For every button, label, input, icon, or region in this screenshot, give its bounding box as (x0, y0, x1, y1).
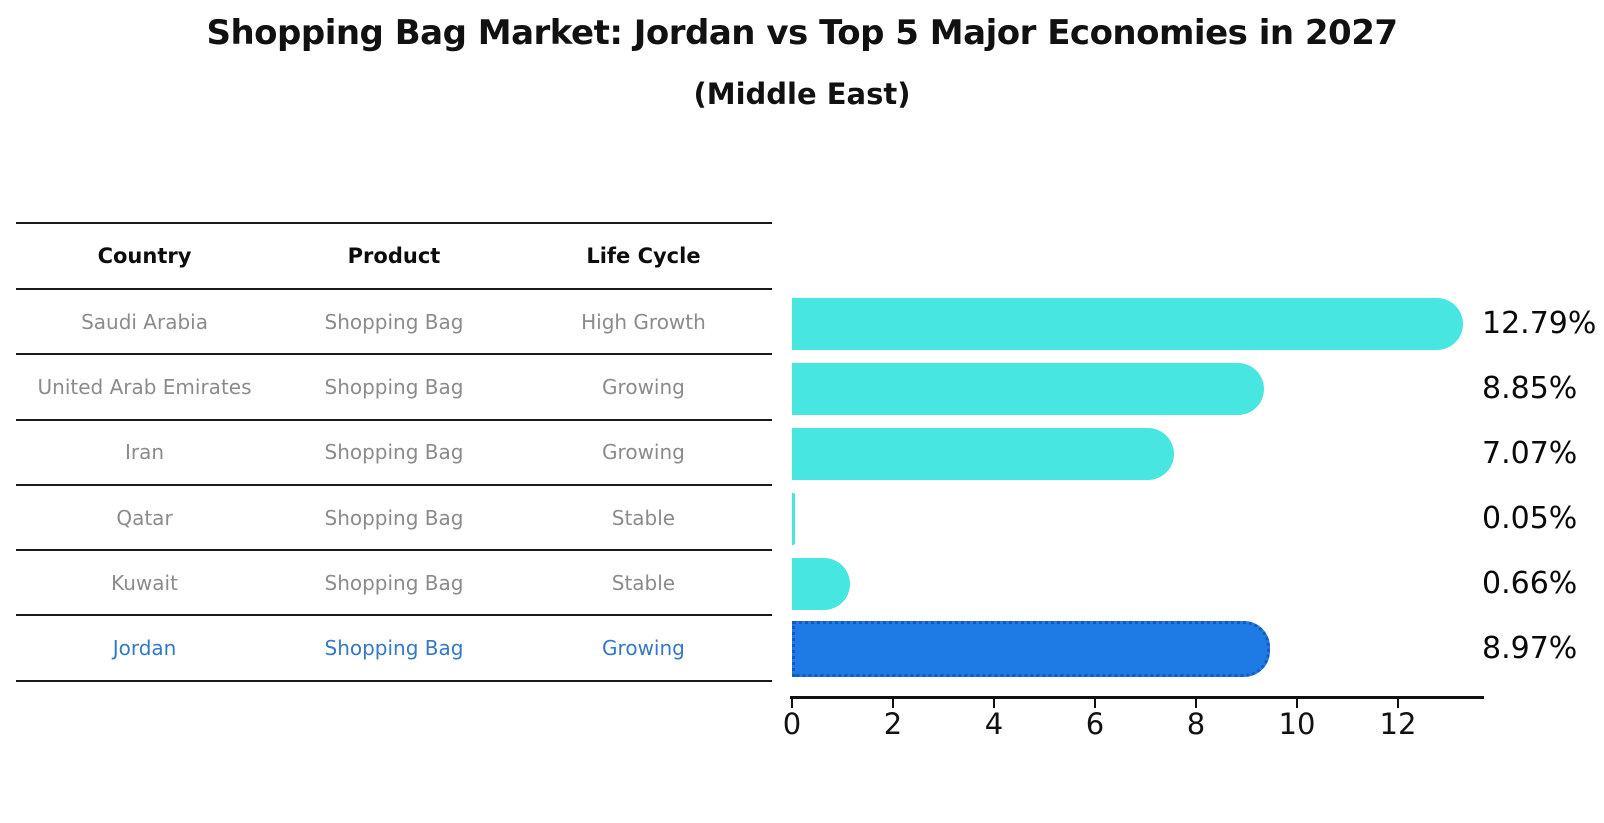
bar-value-label: 0.05% (1482, 501, 1578, 536)
chart-subtitle: (Middle East) (693, 77, 911, 111)
table-header-life-cycle: Life Cycle (586, 244, 701, 268)
x-tick-mark (1094, 699, 1096, 708)
cell-country: Saudi Arabia (81, 309, 208, 334)
x-tick-mark (791, 699, 793, 708)
table-row: Saudi Arabia Shopping Bag High Growth (16, 290, 772, 356)
cell-life-cycle: Growing (602, 374, 685, 399)
bar-value-label: 7.07% (1482, 436, 1578, 471)
table-body: Saudi Arabia Shopping Bag High Growth Unite… (16, 290, 772, 682)
bar (792, 493, 795, 545)
x-tick-mark (1397, 699, 1399, 708)
x-tick-label: 8 (1186, 707, 1206, 741)
bar-value-label: 8.85% (1482, 371, 1578, 406)
cell-life-cycle: High Growth (581, 309, 706, 334)
x-tick-label: 6 (1085, 707, 1105, 741)
cell-life-cycle: Stable (611, 505, 676, 530)
cell-product: Shopping Bag (324, 440, 464, 465)
bar-value-label: 12.79% (1482, 306, 1597, 341)
table-row: Kuwait Shopping Bag Stable (16, 551, 772, 617)
cell-country: United Arab Emirates (37, 374, 252, 399)
x-tick-label: 0 (782, 707, 802, 741)
cell-product: Shopping Bag (324, 309, 464, 334)
cell-product: Shopping Bag (324, 636, 464, 661)
cell-life-cycle: Stable (611, 570, 676, 595)
x-tick-mark (892, 699, 894, 708)
cell-life-cycle: Growing (602, 636, 685, 661)
cell-country: Iran (124, 440, 165, 465)
cell-country: Qatar (116, 505, 173, 530)
x-tick-label: 12 (1379, 707, 1417, 741)
table-header-row: Country Product Life Cycle (16, 224, 772, 290)
x-tick-mark (993, 699, 995, 708)
bar (792, 298, 1463, 350)
cell-life-cycle: Growing (602, 440, 685, 465)
bar-value-label: 8.97% (1482, 631, 1578, 666)
bar (792, 558, 851, 610)
cell-country: Kuwait (111, 570, 178, 595)
table-header-product: Product (347, 244, 441, 268)
table-row: Qatar Shopping Bag Stable (16, 486, 772, 552)
x-tick-label: 2 (883, 707, 903, 741)
bar (792, 363, 1264, 415)
bar (792, 428, 1175, 480)
table-row: Jordan Shopping Bag Growing (16, 616, 772, 682)
cell-product: Shopping Bag (324, 374, 464, 399)
x-tick-mark (1296, 699, 1298, 708)
table-row: Iran Shopping Bag Growing (16, 421, 772, 486)
bar-value-label: 0.66% (1482, 566, 1578, 601)
country-table: Country Product Life Cycle Saudi Arabia S… (16, 222, 772, 682)
x-tick-label: 4 (984, 707, 1004, 741)
table-header-country: Country (97, 244, 192, 268)
cell-product: Shopping Bag (324, 570, 464, 595)
x-tick-label: 10 (1278, 707, 1316, 741)
cell-product: Shopping Bag (324, 505, 464, 530)
chart-title: Shopping Bag Market: Jordan vs Top 5 Maj… (206, 13, 1398, 53)
table-row: United Arab Emirates Shopping Bag Growing (16, 355, 772, 421)
cell-country: Jordan (112, 636, 177, 661)
x-axis-line (790, 696, 1484, 699)
bar-highlight (792, 621, 1270, 677)
x-tick-mark (1195, 699, 1197, 708)
